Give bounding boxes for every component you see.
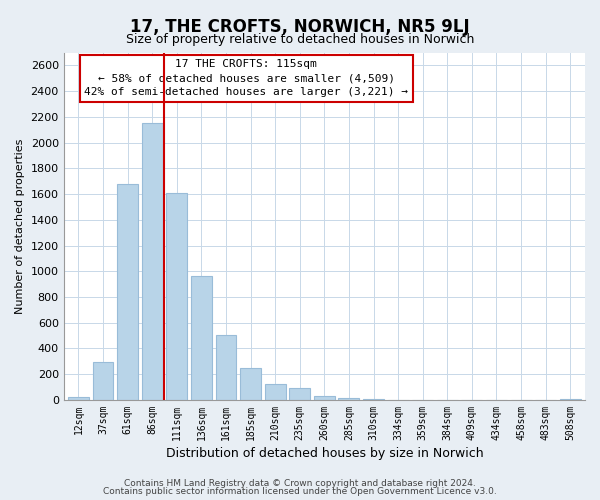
Bar [265,384,286,400]
Text: Contains HM Land Registry data © Crown copyright and database right 2024.: Contains HM Land Registry data © Crown c… [124,479,476,488]
Bar [92,362,113,400]
Bar [338,398,359,400]
Bar [215,335,236,400]
X-axis label: Distribution of detached houses by size in Norwich: Distribution of detached houses by size … [166,447,483,460]
Bar [560,398,581,400]
Bar [142,124,163,400]
Bar [240,368,261,400]
Text: 17, THE CROFTS, NORWICH, NR5 9LJ: 17, THE CROFTS, NORWICH, NR5 9LJ [130,18,470,36]
Bar [68,398,89,400]
Bar [191,276,212,400]
Text: Contains public sector information licensed under the Open Government Licence v3: Contains public sector information licen… [103,487,497,496]
Bar [289,388,310,400]
Bar [166,193,187,400]
Bar [117,184,138,400]
Text: 17 THE CROFTS: 115sqm
← 58% of detached houses are smaller (4,509)
42% of semi-d: 17 THE CROFTS: 115sqm ← 58% of detached … [84,60,408,98]
Text: Size of property relative to detached houses in Norwich: Size of property relative to detached ho… [126,32,474,46]
Bar [314,396,335,400]
Y-axis label: Number of detached properties: Number of detached properties [15,138,25,314]
